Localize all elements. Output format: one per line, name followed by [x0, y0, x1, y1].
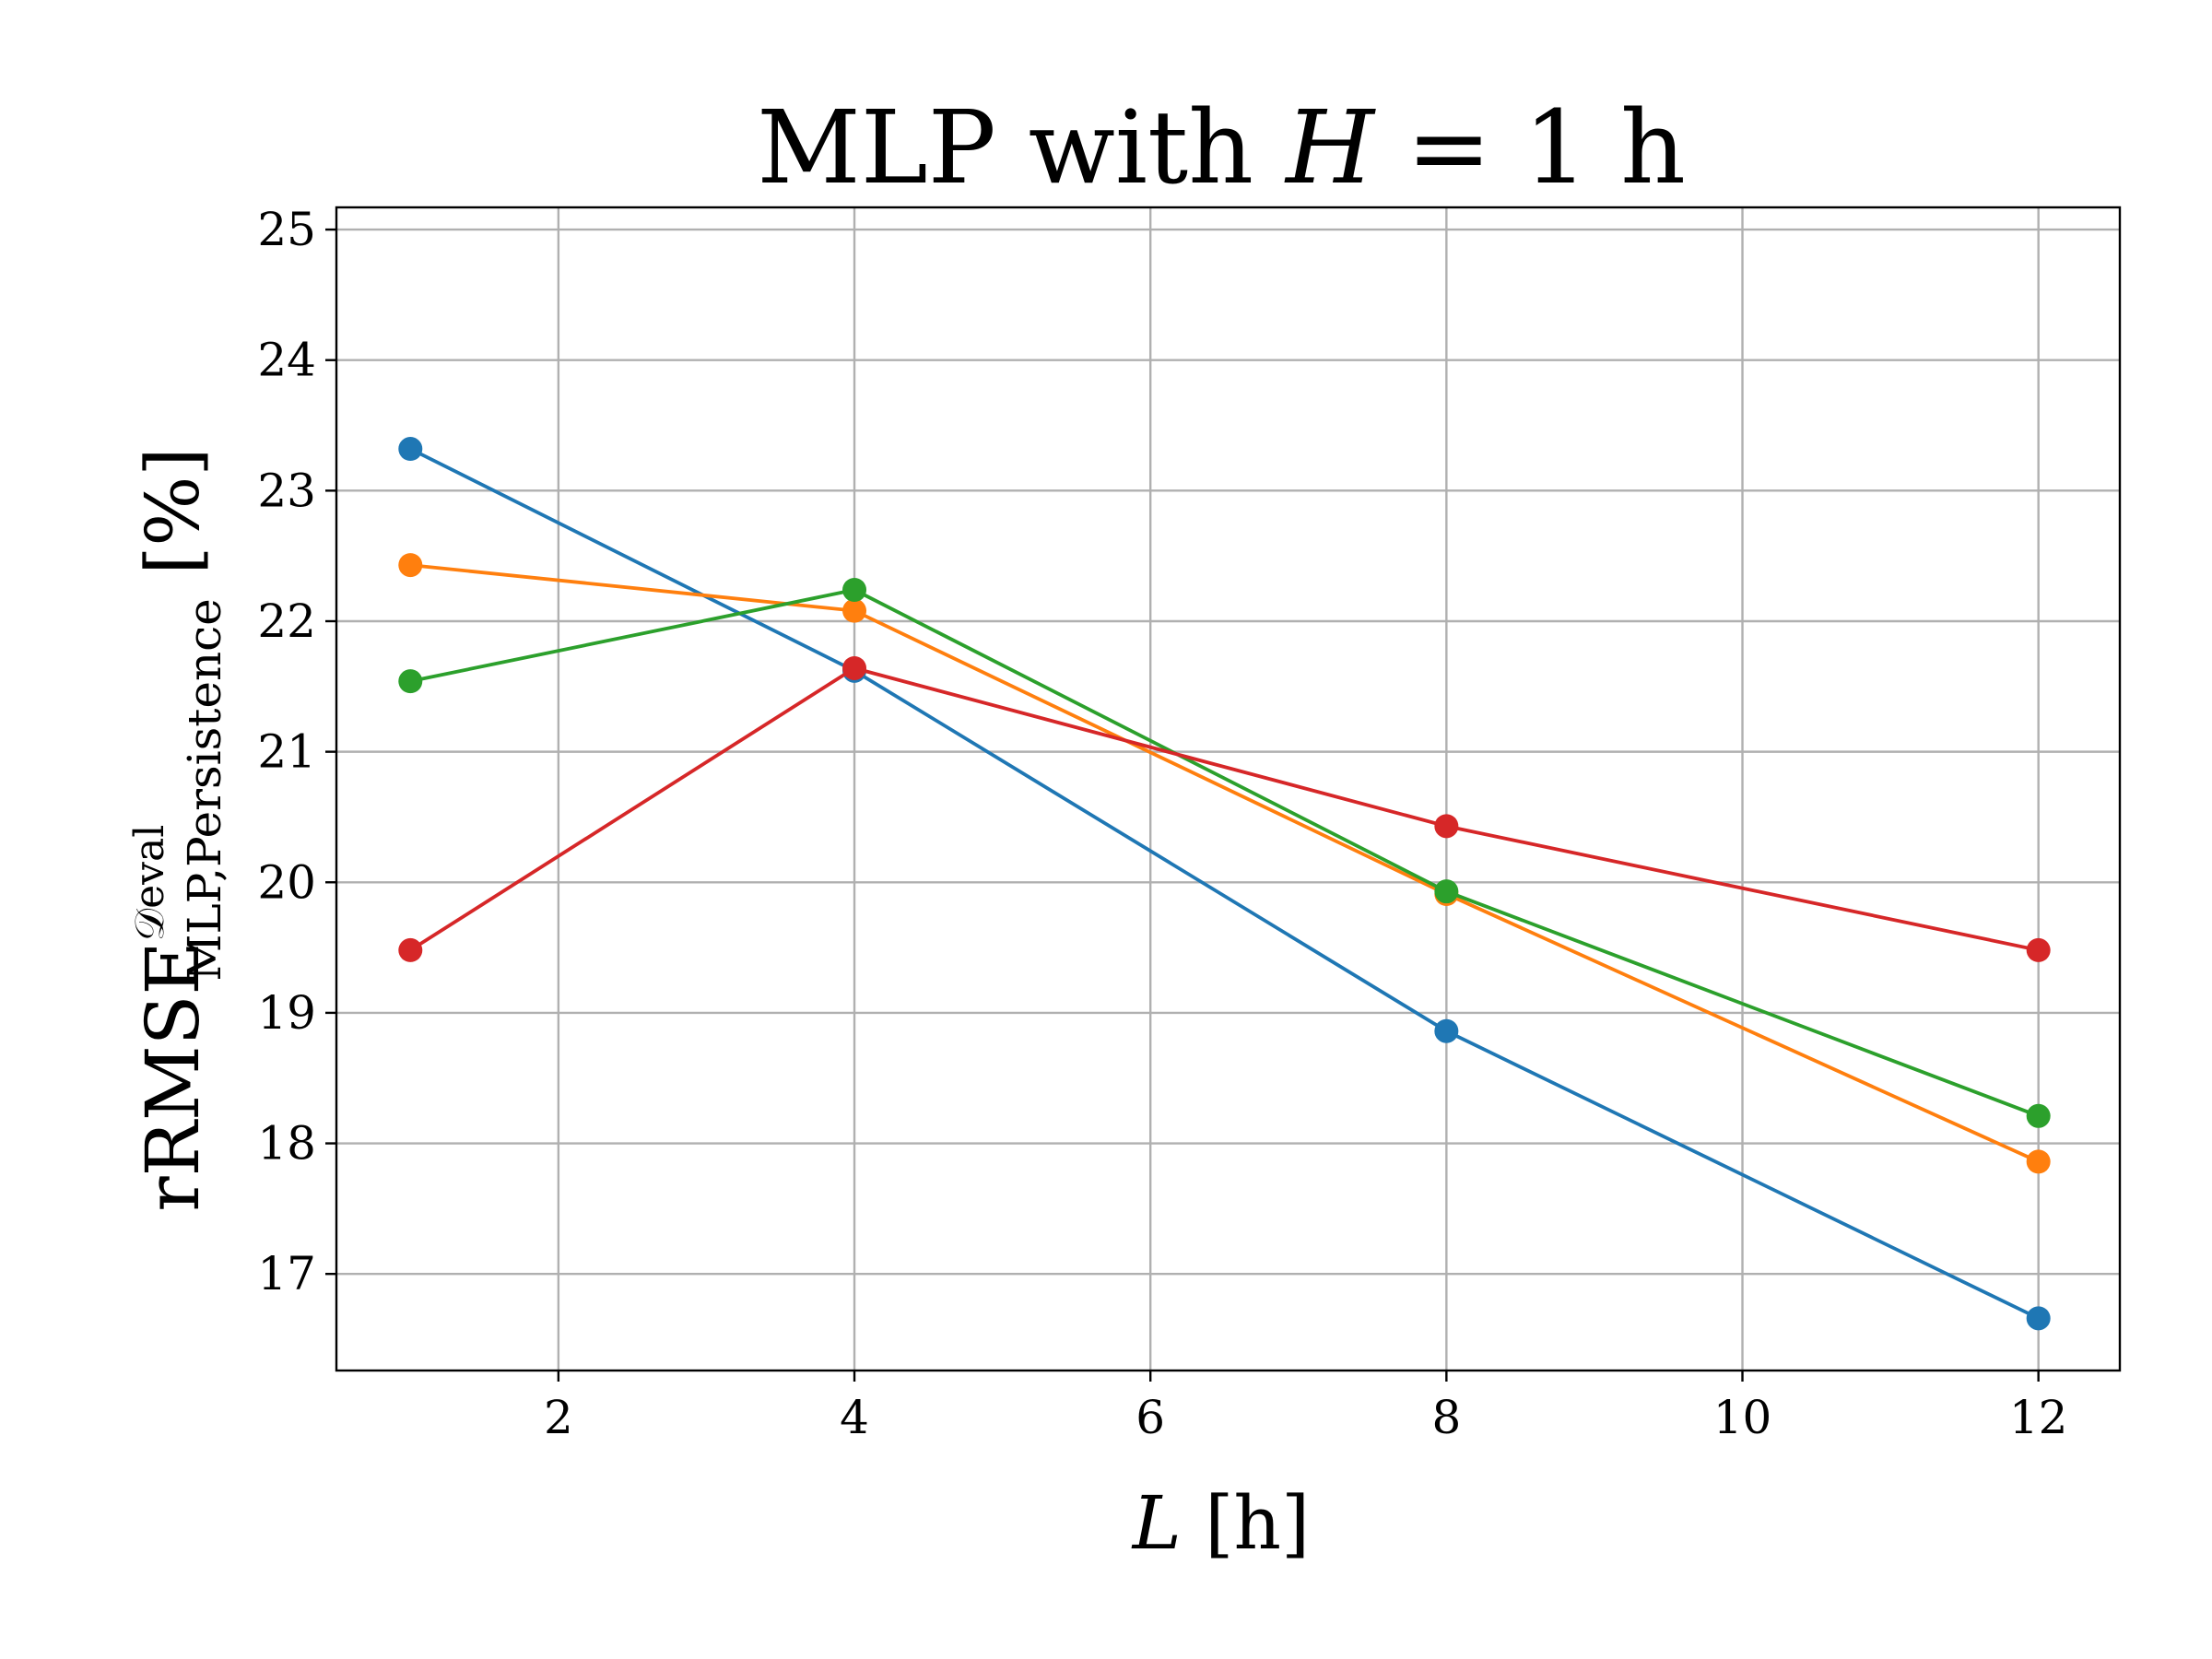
grid-lines	[336, 207, 2120, 1371]
chart-title-suffix: = 1 h	[1374, 88, 1686, 206]
data-point	[2026, 1149, 2051, 1174]
series-2	[398, 553, 2051, 1174]
series-3	[398, 578, 2051, 1128]
x-tick-label: 10	[1713, 1391, 1772, 1444]
series-line	[409, 666, 2040, 952]
y-tick-label: 23	[257, 464, 316, 517]
series-4	[398, 655, 2051, 962]
tick-marks	[325, 228, 2040, 1382]
y-axis-label: rRMSE𝒟eval MLP,Persistence [%]	[126, 447, 231, 1211]
y-axis-label-subscript: MLP,Persistence	[178, 598, 231, 981]
data-point	[1434, 1018, 1459, 1043]
data-point	[1434, 879, 1459, 904]
y-tick-label: 20	[257, 855, 316, 909]
data-point	[842, 578, 867, 603]
y-tick-label: 21	[257, 725, 316, 779]
x-tick-label: 2	[544, 1391, 573, 1444]
data-point	[2026, 1103, 2051, 1128]
x-tick-labels: 2 4 6 8 10 12	[544, 1391, 2068, 1444]
y-tick-label: 17	[257, 1247, 316, 1300]
y-tick-label: 19	[257, 986, 316, 1040]
data-point	[398, 937, 423, 962]
data-point	[842, 655, 867, 680]
x-axis-label-unit: [h]	[1182, 1480, 1310, 1566]
plot-frame	[335, 206, 2122, 1372]
data-point	[398, 553, 423, 578]
y-axis-label-unit: [%]	[130, 447, 216, 598]
series-1	[398, 437, 2051, 1331]
series-line	[409, 588, 2040, 1118]
chart-title-prefix: MLP with	[757, 88, 1286, 206]
data-point	[1434, 814, 1459, 839]
y-axis-label-superscript: 𝒟eval	[126, 825, 173, 941]
data-point	[842, 598, 867, 623]
data-point	[2026, 1306, 2051, 1331]
y-tick-labels: 17 18 19 20 21 22 23 24 25	[257, 203, 316, 1300]
x-tick-label: 8	[1431, 1391, 1461, 1444]
series-group	[398, 437, 2051, 1331]
y-tick-label: 24	[257, 334, 316, 387]
y-tick-label: 22	[257, 594, 316, 648]
x-tick-label: 4	[840, 1391, 869, 1444]
series-line	[410, 563, 2040, 1164]
x-axis-label-symbol: L	[1131, 1480, 1182, 1566]
data-point	[2026, 937, 2051, 962]
y-tick-label: 25	[257, 203, 316, 256]
chart-title: MLP with H = 1 h	[757, 88, 1686, 206]
x-tick-label: 6	[1135, 1391, 1165, 1444]
data-point	[398, 437, 423, 462]
chart-title-symbol: H	[1284, 88, 1376, 206]
data-point	[398, 669, 423, 694]
x-tick-label: 12	[2009, 1391, 2068, 1444]
x-axis-label: L [h]	[1131, 1480, 1311, 1566]
series-line	[409, 447, 2040, 1321]
y-tick-label: 18	[257, 1117, 316, 1171]
y-axis-label-base: rRMSE	[130, 941, 216, 1212]
